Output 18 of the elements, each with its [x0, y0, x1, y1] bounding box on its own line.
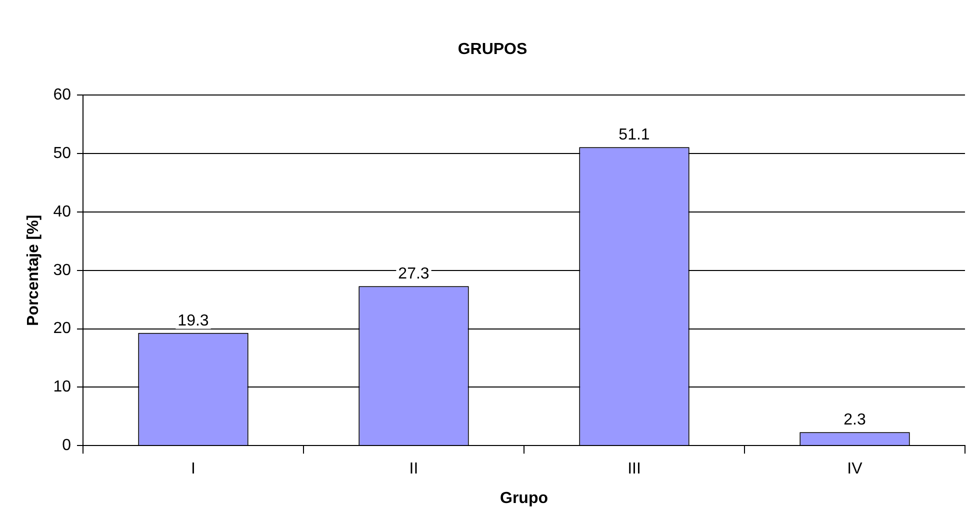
x-tick-label: II: [409, 460, 418, 478]
y-tick-label: 60: [53, 86, 72, 104]
data-label: 19.3: [178, 312, 209, 330]
y-tick-label: 0: [62, 437, 72, 454]
y-tick-label: 40: [53, 203, 72, 220]
y-tick-label: 10: [53, 378, 72, 396]
data-label: 2.3: [844, 412, 866, 429]
y-axis-title: Porcentaje [%]: [25, 214, 42, 326]
data-label: 51.1: [618, 126, 650, 144]
x-tick-label: I: [191, 460, 196, 478]
y-tick-label: 20: [53, 320, 72, 338]
y-tick-label: 50: [53, 145, 72, 162]
chart-title: GRUPOS: [458, 41, 528, 58]
x-tick-label: IV: [847, 460, 863, 478]
y-tick-label: 30: [53, 262, 72, 279]
data-label: 27.3: [398, 266, 430, 283]
x-tick-label: III: [628, 460, 641, 478]
x-axis-title: Grupo: [500, 490, 548, 507]
